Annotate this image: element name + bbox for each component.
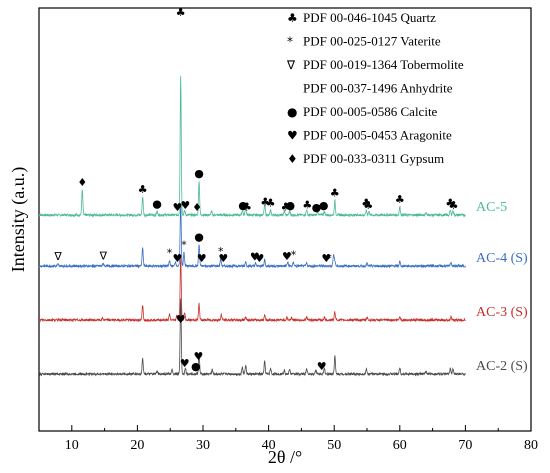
peak-marker: ♣ xyxy=(138,183,148,196)
peak-marker: ♥ xyxy=(197,252,207,265)
peak-marker: ♣ xyxy=(363,199,373,212)
x-tick-label: 80 xyxy=(524,438,538,453)
series-line-ac-5 xyxy=(38,75,466,218)
peak-marker: ∇ xyxy=(53,250,62,263)
legend-label: PDF 00-019-1364 Tobermolite xyxy=(303,57,464,72)
series-lines xyxy=(38,75,466,377)
legend-symbol: ∇ xyxy=(286,58,296,72)
peak-marker: ♥ xyxy=(193,350,203,363)
legend-label: PDF 00-033-0311 Gypsum xyxy=(303,151,444,166)
y-axis-label: Intensity (a.u.) xyxy=(8,167,29,272)
series-labels: AC-5 AC-4 (S) AC-3 (S) AC-2 (S) xyxy=(476,200,528,374)
peak-marker: ♥ xyxy=(250,251,260,264)
plot-area xyxy=(38,7,532,432)
x-tick-label: 60 xyxy=(393,438,407,453)
legend-symbol: ♥ xyxy=(287,129,298,143)
peak-marker: ♣ xyxy=(361,196,371,209)
peak-marker: ♣ xyxy=(281,201,291,214)
peak-marker: ♣ xyxy=(176,6,186,19)
peak-marker: ♥ xyxy=(172,252,182,265)
peak-marker: ♣ xyxy=(395,193,405,206)
axes: 10 20 30 40 50 60 70 80 2θ /° Intensity (a.u.) xyxy=(8,167,538,467)
peak-marker: ♥ xyxy=(282,250,292,263)
peak-marker: ● xyxy=(312,201,322,214)
peak-marker: * xyxy=(218,245,224,258)
series-line-ac-4-s- xyxy=(38,203,466,269)
peak-marker: ♥ xyxy=(172,201,182,214)
series-line-ac-2-s- xyxy=(38,298,466,377)
series-label: AC-5 xyxy=(476,200,507,215)
x-axis-label: 2θ /° xyxy=(268,447,302,467)
peak-marker: * xyxy=(181,239,187,252)
series-label: AC-2 (S) xyxy=(476,359,528,374)
legend: ♣ PDF 00-046-1045 Quartz * PDF 00-025-0127 … xyxy=(286,10,464,166)
x-tick-label: 10 xyxy=(65,438,79,453)
peak-marker: ♦ xyxy=(192,201,202,214)
peak-marker: ♣ xyxy=(302,198,312,211)
peak-marker: ♥ xyxy=(321,252,331,265)
peak-marker: ♥ xyxy=(180,357,190,370)
legend-symbol: * xyxy=(287,35,293,49)
peak-marker: ● xyxy=(238,199,248,212)
peak-marker: ♣ xyxy=(260,196,270,209)
legend-label: PDF 00-005-0453 Aragonite xyxy=(303,128,452,143)
peak-marker: ♦ xyxy=(77,176,87,189)
peak-marker: ● xyxy=(194,167,204,180)
x-tick-label: 70 xyxy=(458,438,472,453)
peak-marker: ♥ xyxy=(180,199,190,212)
peak-marker: ♣ xyxy=(330,187,340,200)
legend-label: PDF 00-005-0586 Calcite xyxy=(303,104,438,119)
peak-marker: ● xyxy=(191,360,201,373)
series-label: AC-4 (S) xyxy=(476,251,528,266)
series-label: AC-3 (S) xyxy=(476,305,528,320)
peak-marker: ♥ xyxy=(254,252,264,265)
peak-marker: ♥ xyxy=(218,252,228,265)
peak-marker: * xyxy=(291,248,297,261)
legend-label: PDF 00-046-1045 Quartz xyxy=(303,10,436,25)
peak-marker: ● xyxy=(152,197,162,210)
peak-marker: ♥ xyxy=(176,313,186,326)
legend-symbol: ♣ xyxy=(287,11,298,25)
peak-markers: ♣♦♣● ♥♥ ♦●●♣ ♣♣ ♣● ♣ ●●♣♣♣ ♣ ♣♣∇ ∇ * ♥*●♥*♥ ♥♥ ♥* ♥*♥♥… xyxy=(53,6,458,373)
legend-label: PDF 00-025-0127 Vaterite xyxy=(303,34,441,49)
peak-marker: ● xyxy=(319,199,329,212)
peak-marker: ● xyxy=(285,199,295,212)
peak-marker: * xyxy=(326,252,332,265)
x-tick-label: 30 xyxy=(196,438,210,453)
legend-symbol: ♦ xyxy=(287,152,298,166)
peak-marker: ♥ xyxy=(317,360,327,373)
x-tick-label: 20 xyxy=(130,438,144,453)
legend-symbol: ● xyxy=(287,105,297,119)
peak-marker: ∇ xyxy=(99,249,108,262)
peak-marker: ♣ xyxy=(445,196,455,209)
series-line-ac-3-s- xyxy=(38,256,466,323)
peak-marker: ♣ xyxy=(449,199,459,212)
x-tick-label: 40 xyxy=(262,438,276,453)
legend-label: PDF 00-037-1496 Anhydrite xyxy=(303,81,453,96)
peak-marker: ♣ xyxy=(242,201,252,214)
x-tick-label: 50 xyxy=(327,438,341,453)
peak-marker: * xyxy=(167,247,173,260)
peak-marker: ● xyxy=(194,230,204,243)
plot-frame xyxy=(38,7,532,432)
peak-marker: ♣ xyxy=(266,197,276,210)
